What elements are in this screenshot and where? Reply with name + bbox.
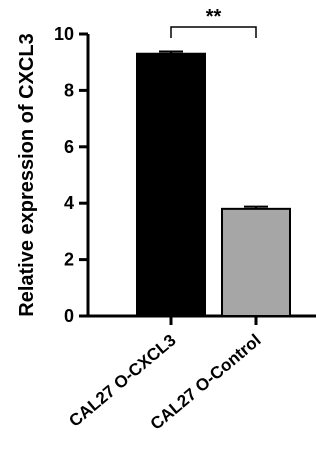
y-tick-label: 6 <box>64 137 74 157</box>
y-axis-label: Relative expression of CXCL3 <box>16 33 38 316</box>
bar <box>136 52 206 318</box>
significance-bracket <box>170 26 257 38</box>
significance-annotation: ** <box>170 6 257 38</box>
y-axis: 0 2 4 6 8 10 <box>54 24 90 326</box>
bars <box>136 52 291 318</box>
y-tick-label: 10 <box>54 24 74 44</box>
significance-label: ** <box>206 6 222 28</box>
error-bars <box>159 50 268 209</box>
bar <box>221 207 291 317</box>
y-tick-label: 2 <box>64 250 74 270</box>
y-tick-label: 8 <box>64 80 74 100</box>
y-tick-label: 4 <box>64 193 74 213</box>
y-tick-label: 0 <box>64 306 74 326</box>
